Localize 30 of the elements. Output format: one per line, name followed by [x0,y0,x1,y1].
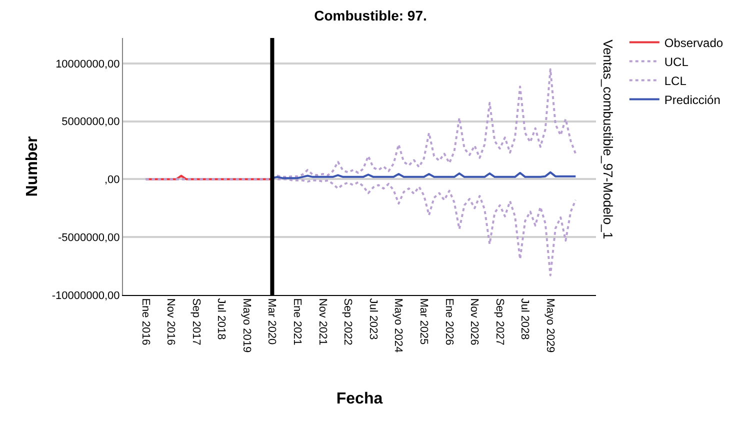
x-tick-label: Nov 2021 [316,298,328,346]
x-tick-label: Mar 2020 [266,298,278,345]
x-tick-label: Ene 2021 [291,298,304,346]
legend-label: Observado [664,36,724,50]
y-tick-label: -5000000,00 [58,232,120,244]
legend-label: Predicción [664,92,720,107]
x-tick-label: Jul 2023 [366,298,379,340]
x-tick-label: Mayo 2024 [392,298,404,353]
x-tick-label: Ene 2016 [139,298,152,346]
y-tick-label: 5000000,00 [62,116,120,128]
y-axis-title: Number [24,136,41,197]
y-tick-label: -10000000,00 [52,290,120,302]
x-tick-label: Mayo 2029 [544,298,556,353]
x-tick-label: Mar 2025 [417,298,430,345]
x-tick-label: Sep 2017 [190,298,202,346]
y-tick-label: ,00 [104,174,120,186]
x-tick-label: Ene 2026 [442,298,455,346]
x-tick-label: Sep 2022 [342,298,354,346]
x-tick-label: Jul 2028 [518,298,531,340]
y-tick-label: 10000000,00 [56,58,120,70]
x-axis-title: Fecha [336,390,383,408]
x-tick-label: Mayo 2019 [240,298,252,353]
x-tick-label: Sep 2027 [493,298,506,346]
x-tick-label: Jul 2018 [215,298,228,340]
x-tick-label: Nov 2016 [164,298,177,346]
legend-title: Ventas_combustible_97-Modelo_1 [600,40,616,240]
legend-label: LCL [664,74,687,88]
chart-title: Combustible: 97. [314,7,427,24]
legend-label: UCL [664,54,689,69]
x-tick-label: Nov 2026 [468,298,480,346]
